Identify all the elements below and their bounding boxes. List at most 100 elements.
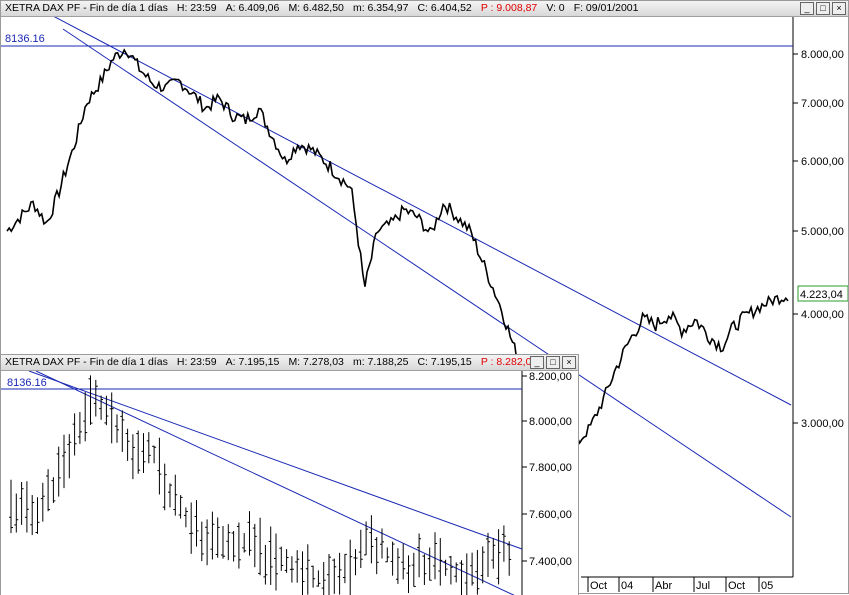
y-tick: 3.000,00 — [801, 418, 844, 430]
ohlc-bar — [152, 445, 157, 464]
x-tick: Oct — [590, 580, 607, 592]
last-value-box — [797, 285, 848, 302]
main-title-symbol: XETRA DAX PF - Fin de día 1 días — [5, 2, 168, 14]
sub-title-p: P : 8.282,08 — [480, 356, 538, 368]
ohlc-bar — [263, 544, 268, 585]
sub-level-label: 8136.16 — [7, 377, 47, 389]
ohlc-bar — [369, 515, 374, 564]
main-title-bar: XETRA DAX PF - Fin de día 1 días H: 23:5… — [1, 1, 848, 17]
ohlc-bar — [364, 521, 369, 556]
x-tick: Jul — [696, 580, 710, 592]
main-title-close: C: 6.404,52 — [417, 2, 472, 14]
ohlc-bar — [19, 481, 24, 525]
ohlc-bar — [501, 525, 506, 562]
sub-y-tick: 8.200,00 — [529, 371, 572, 383]
sub-chart-svg[interactable]: 8136.16 8.200,00 8.000,00 7.800,00 7.600… — [1, 371, 578, 595]
ohlc-bar — [374, 537, 379, 575]
ohlc-bar — [274, 533, 278, 591]
ohlc-bar — [46, 469, 51, 512]
sub-trendline-lower — [35, 371, 515, 595]
price-series — [6, 48, 789, 448]
ohlc-bar — [507, 541, 512, 576]
maximize-button[interactable]: □ — [546, 356, 560, 369]
x-tick: Abr — [655, 580, 672, 592]
ohlc-bar — [464, 553, 468, 595]
ohlc-bar — [178, 495, 183, 519]
y-tick: 7.000,00 — [801, 98, 844, 110]
ohlc-bar — [279, 546, 284, 571]
ohlc-bar — [459, 560, 464, 595]
minimize-button[interactable]: _ — [800, 2, 814, 15]
ohlc-bar — [305, 544, 310, 595]
ohlc-bar — [258, 517, 263, 576]
ohlc-bar — [385, 547, 390, 563]
ohlc-bar — [448, 555, 453, 585]
ohlc-bar — [14, 493, 19, 533]
ohlc-bar — [51, 477, 56, 504]
ohlc-bar — [480, 546, 485, 584]
ohlc-bar — [40, 482, 45, 522]
maximize-button[interactable]: □ — [816, 2, 830, 15]
ohlc-bar — [247, 511, 252, 556]
ohlc-bar — [349, 539, 353, 595]
ohlc-bar — [199, 521, 204, 562]
sub-y-tick: 8.000,00 — [529, 416, 572, 428]
ohlc-bar — [342, 553, 347, 584]
ohlc-bar — [194, 500, 199, 547]
main-title-p: P : 9.008,87 — [480, 2, 538, 14]
ohlc-bar — [104, 395, 109, 426]
main-title-volume: V: 0 — [546, 2, 565, 14]
ohlc-bar — [67, 434, 72, 479]
x-tick: 04 — [621, 580, 633, 592]
sub-chart-window[interactable]: XETRA DAX PF - Fin de día 1 días H: 23:5… — [0, 354, 579, 595]
ohlc-bar — [433, 532, 437, 580]
price-line — [6, 48, 789, 448]
sub-y-tick: 7.600,00 — [529, 509, 572, 521]
ohlc-bar — [35, 497, 40, 534]
ohlc-bar — [284, 549, 289, 573]
ohlc-bar — [162, 463, 167, 511]
ohlc-bar — [486, 532, 490, 577]
ohlc-bar — [380, 528, 384, 559]
ohlc-bar — [141, 433, 146, 473]
ohlc-bar — [289, 556, 294, 583]
ohlc-bar — [316, 570, 321, 587]
sub-y-tick: 7.800,00 — [529, 462, 572, 474]
close-button[interactable]: × — [832, 2, 846, 15]
ohlc-bar — [24, 481, 29, 533]
ohlc-bar — [215, 517, 220, 558]
ohlc-bar — [242, 533, 247, 553]
ohlc-bar — [109, 392, 114, 444]
close-button[interactable]: × — [562, 356, 576, 369]
ohlc-bar — [168, 483, 172, 508]
ohlc-bar — [475, 549, 480, 595]
main-window-controls: _ □ × — [800, 2, 846, 15]
ohlc-bar — [236, 522, 241, 569]
ohlc-bar — [496, 529, 501, 585]
ohlc-bar — [93, 379, 98, 417]
ohlc-bar — [210, 511, 215, 560]
ohlc-bar — [443, 559, 448, 576]
minimize-button[interactable]: _ — [530, 356, 544, 369]
ohlc-bar — [173, 474, 178, 516]
sub-title-close: C: 7.195,15 — [417, 356, 472, 368]
sub-title-high: M: 7.278,03 — [288, 356, 344, 368]
ohlc-bar — [252, 523, 257, 568]
y-tick: 6.000,00 — [801, 156, 844, 168]
ohlc-bar — [491, 538, 496, 569]
ohlc-bar — [300, 551, 305, 595]
ohlc-bar — [358, 529, 363, 569]
main-title-open: A: 6.409,06 — [225, 2, 280, 14]
ohlc-bar — [401, 543, 406, 580]
ohlc-bar — [390, 541, 395, 576]
sub-title-bar: XETRA DAX PF - Fin de día 1 días H: 23:5… — [1, 355, 578, 371]
ohlc-bar — [417, 533, 422, 578]
ohlc-bar — [146, 432, 151, 464]
ohlc-bar — [406, 555, 411, 594]
ohlc-bar — [268, 526, 273, 585]
main-chart-svg[interactable]: 8136.16 8.000,00 7.000,00 6.000,00 5.000… — [1, 17, 848, 592]
y-tick: 8.000,00 — [801, 49, 844, 61]
ohlc-bar — [136, 430, 141, 474]
ohlc-bar — [353, 549, 358, 576]
ohlc-bar — [337, 552, 342, 595]
